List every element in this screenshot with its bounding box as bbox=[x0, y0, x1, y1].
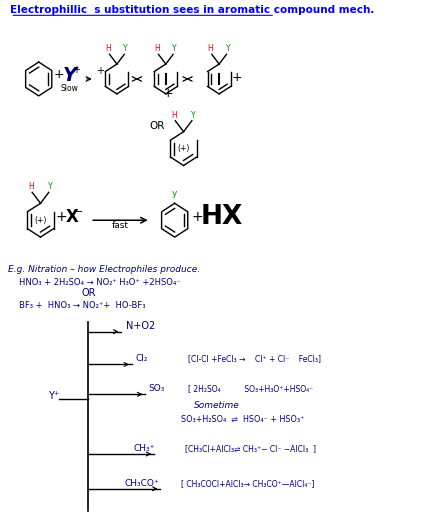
Text: Electrophillic  s ubstitution sees in aromatic compound mech.: Electrophillic s ubstitution sees in aro… bbox=[10, 5, 375, 15]
Text: +: + bbox=[55, 210, 67, 224]
Text: N+O2: N+O2 bbox=[126, 321, 155, 331]
Text: (+): (+) bbox=[177, 144, 190, 153]
Text: HNO₃ + 2H₂SO₄ → NO₂: HNO₃ + 2H₂SO₄ → NO₂ bbox=[19, 278, 113, 287]
Text: Y⁺: Y⁺ bbox=[48, 391, 59, 401]
Text: [ CH₃COCl+AlCl₃→ CH₃CO⁺—AlCl₄⁻]: [ CH₃COCl+AlCl₃→ CH₃CO⁺—AlCl₄⁻] bbox=[181, 479, 314, 488]
Text: fast: fast bbox=[112, 221, 129, 230]
Text: +: + bbox=[96, 66, 104, 76]
Text: SO₃+H₂SO₄  ⇌  HSO₄⁻ + HSO₃⁺: SO₃+H₂SO₄ ⇌ HSO₄⁻ + HSO₃⁺ bbox=[181, 415, 304, 424]
Text: Y: Y bbox=[63, 67, 77, 85]
Text: H: H bbox=[154, 45, 160, 53]
Text: BF₃ +  HNO₃ → NO₂⁺+  HO-BF₃: BF₃ + HNO₃ → NO₂⁺+ HO-BF₃ bbox=[19, 301, 146, 310]
Text: CH₃⁺: CH₃⁺ bbox=[134, 444, 155, 453]
Text: [Cl-Cl +FeCl₃ →    Cl⁺ + Cl⁻    FeCl₃]: [Cl-Cl +FeCl₃ → Cl⁺ + Cl⁻ FeCl₃] bbox=[188, 354, 321, 364]
Text: H: H bbox=[171, 111, 177, 119]
Text: Y: Y bbox=[191, 111, 196, 119]
Text: [ 2H₂SO₄          SO₃+H₃O⁺+HSO₄⁻: [ 2H₂SO₄ SO₃+H₃O⁺+HSO₄⁻ bbox=[188, 384, 313, 394]
Text: −: − bbox=[74, 208, 83, 217]
Text: X: X bbox=[66, 208, 79, 226]
Text: Y: Y bbox=[172, 45, 177, 53]
Text: ⁺ H₃O⁺ +2HSO₄⁻: ⁺ H₃O⁺ +2HSO₄⁻ bbox=[113, 278, 181, 287]
Text: H: H bbox=[105, 45, 111, 53]
Text: CH₃CO⁺: CH₃CO⁺ bbox=[125, 479, 159, 488]
Text: +: + bbox=[191, 210, 203, 224]
Text: OR: OR bbox=[149, 121, 165, 130]
Text: Y: Y bbox=[123, 45, 128, 53]
Text: Y: Y bbox=[48, 182, 52, 191]
Text: SO₃: SO₃ bbox=[148, 384, 165, 394]
Text: [CH₃Cl+AlCl₃⇌ CH₃⁺− Cl⁻ −AlCl₃  ]: [CH₃Cl+AlCl₃⇌ CH₃⁺− Cl⁻ −AlCl₃ ] bbox=[185, 444, 316, 453]
Text: Y: Y bbox=[225, 45, 230, 53]
Text: +: + bbox=[162, 87, 173, 100]
Text: y: y bbox=[172, 189, 177, 199]
Text: +: + bbox=[231, 71, 242, 84]
Text: (+): (+) bbox=[34, 216, 47, 225]
Text: E.g. Nitration – how Electrophiles produce.: E.g. Nitration – how Electrophiles produ… bbox=[8, 265, 201, 274]
Text: +: + bbox=[72, 65, 80, 75]
Text: HX: HX bbox=[201, 204, 243, 230]
Text: Cl₂: Cl₂ bbox=[136, 354, 148, 364]
Text: +: + bbox=[54, 69, 64, 82]
Text: Slow: Slow bbox=[61, 84, 79, 93]
Text: H: H bbox=[28, 182, 33, 191]
Text: OR: OR bbox=[81, 288, 96, 298]
Text: Sometime: Sometime bbox=[194, 401, 240, 410]
Text: H: H bbox=[208, 45, 213, 53]
